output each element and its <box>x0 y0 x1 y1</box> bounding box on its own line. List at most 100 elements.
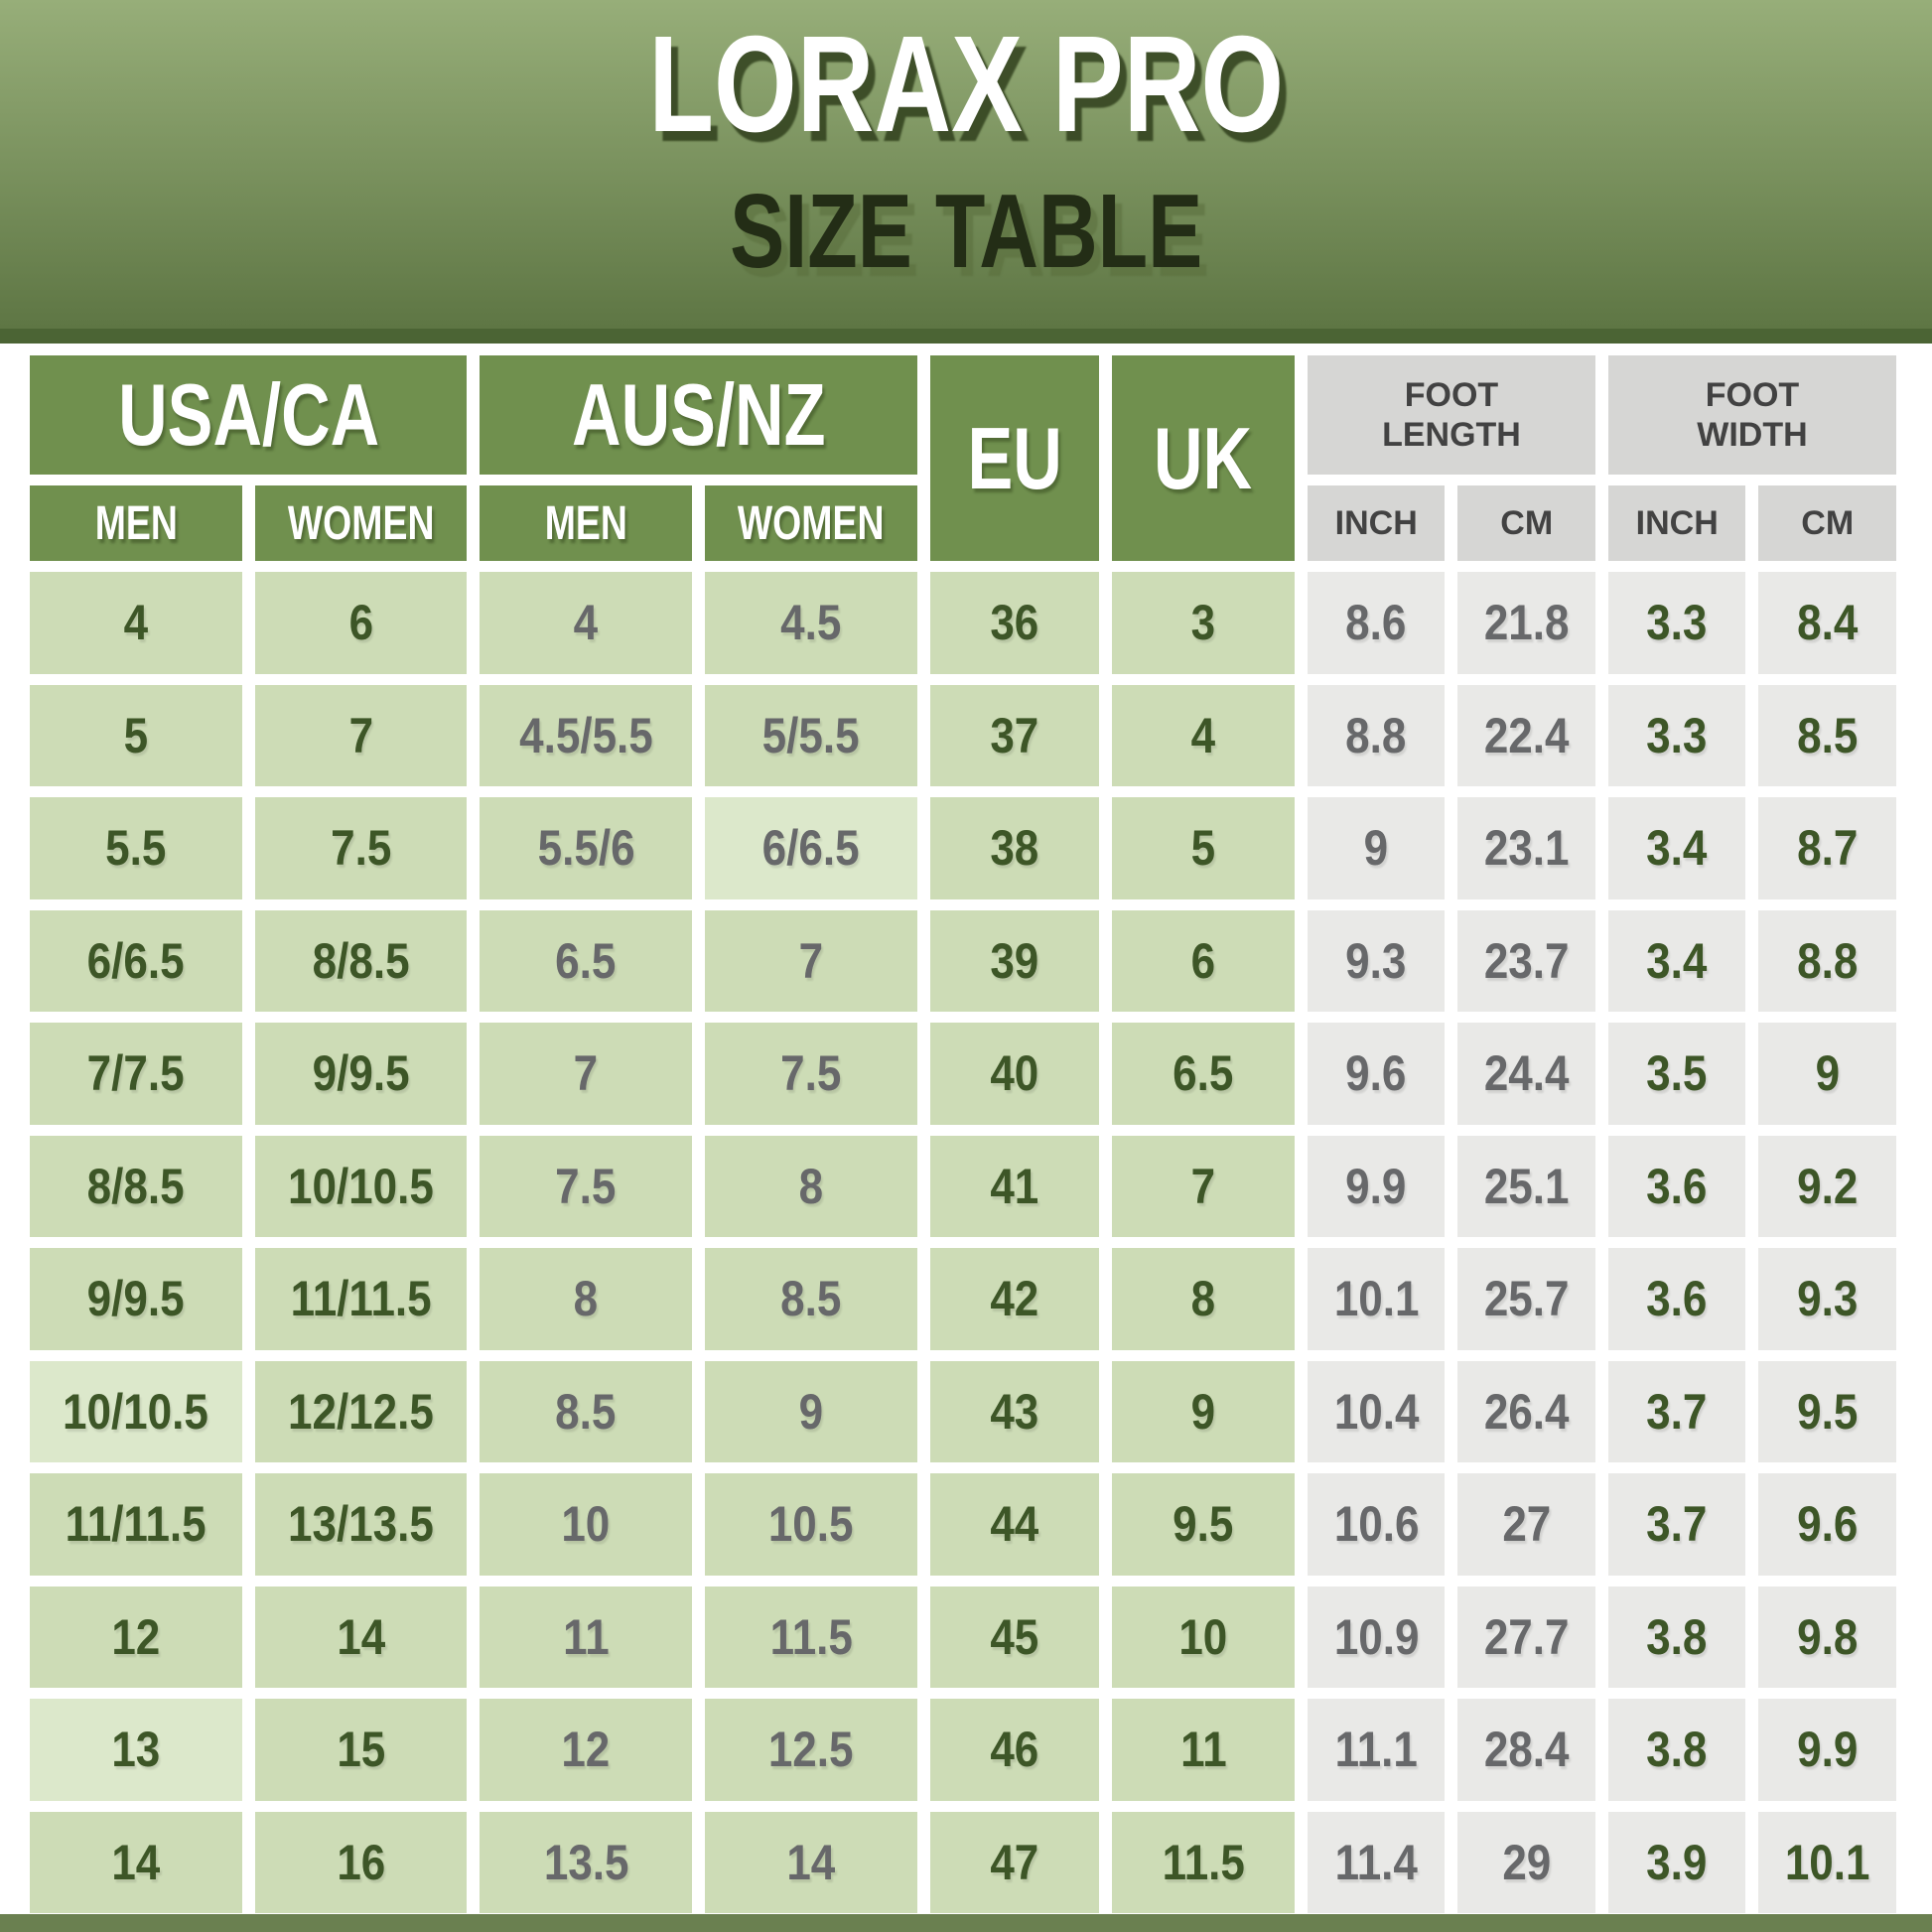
subheader-usa-men-label: MEN <box>94 496 178 550</box>
size-value: 6.5 <box>1173 1045 1234 1102</box>
size-cell-r11-c9: 3.8 <box>1607 1699 1746 1801</box>
size-cell-r2-c1: 5 <box>30 684 242 786</box>
size-value: 7/7.5 <box>86 1045 185 1102</box>
size-cell-r1-c9: 3.3 <box>1607 572 1746 674</box>
size-cell-r4-c6: 6 <box>1111 909 1295 1012</box>
subheader-length-cm: CM <box>1457 485 1595 561</box>
size-cell-r9-c9: 3.7 <box>1607 1473 1746 1576</box>
size-cell-r8-c7: 10.4 <box>1307 1360 1446 1462</box>
size-cell-r2-c8: 22.4 <box>1457 684 1595 786</box>
subheader-usa-women: WOMEN <box>254 485 468 561</box>
size-value: 27.7 <box>1483 1608 1570 1665</box>
size-value: 13.5 <box>543 1834 629 1890</box>
size-value: 3.7 <box>1646 1383 1708 1440</box>
subheader-length-inch-label: INCH <box>1334 503 1418 542</box>
size-value: 7 <box>348 707 373 763</box>
size-value: 8.5 <box>1797 707 1859 763</box>
size-cell-r4-c1: 6/6.5 <box>30 909 242 1012</box>
size-value: 3.4 <box>1646 932 1708 989</box>
size-value: 9.5 <box>1797 1383 1859 1440</box>
size-value: 12 <box>111 1608 161 1665</box>
size-cell-r2-c10: 8.5 <box>1758 684 1896 786</box>
size-value: 37 <box>990 707 1039 763</box>
size-cell-r1-c7: 8.6 <box>1307 572 1446 674</box>
subheader-width-cm: CM <box>1758 485 1896 561</box>
size-value: 9.9 <box>1797 1722 1859 1778</box>
size-cell-r10-c1: 12 <box>30 1586 242 1688</box>
size-value: 3.6 <box>1646 1271 1708 1327</box>
size-cell-r8-c8: 26.4 <box>1457 1360 1595 1462</box>
size-value: 12 <box>561 1722 611 1778</box>
size-value: 25.1 <box>1483 1158 1570 1214</box>
size-value: 44 <box>990 1496 1039 1553</box>
size-cell-r10-c3: 11 <box>480 1586 693 1688</box>
size-value: 11 <box>562 1608 610 1665</box>
size-value: 10/10.5 <box>288 1158 434 1214</box>
size-cell-r9-c8: 27 <box>1457 1473 1595 1576</box>
size-value: 23.7 <box>1483 932 1570 989</box>
size-value: 9.9 <box>1345 1158 1407 1214</box>
size-cell-r11-c3: 12 <box>480 1699 693 1801</box>
size-cell-r9-c6: 9.5 <box>1111 1473 1295 1576</box>
size-value: 10.1 <box>1333 1271 1420 1327</box>
size-value: 9.3 <box>1345 932 1407 989</box>
size-cell-r9-c4: 10.5 <box>705 1473 917 1576</box>
size-value: 3.7 <box>1646 1496 1708 1553</box>
size-cell-r7-c8: 25.7 <box>1457 1248 1595 1350</box>
size-cell-r3-c5: 38 <box>929 797 1099 899</box>
size-cell-r7-c7: 10.1 <box>1307 1248 1446 1350</box>
size-cell-r11-c4: 12.5 <box>705 1699 917 1801</box>
size-cell-r9-c5: 44 <box>929 1473 1099 1576</box>
size-value: 5.5 <box>105 820 167 877</box>
size-value: 3.9 <box>1646 1834 1708 1890</box>
size-value: 10.4 <box>1333 1383 1420 1440</box>
size-cell-r10-c7: 10.9 <box>1307 1586 1446 1688</box>
size-cell-r3-c1: 5.5 <box>30 797 242 899</box>
subheader-width-inch-label: INCH <box>1635 503 1719 542</box>
size-cell-r3-c3: 5.5/6 <box>480 797 693 899</box>
size-cell-r1-c3: 4 <box>480 572 693 674</box>
column-header-usa-ca: USA/CA <box>30 355 468 475</box>
size-cell-r6-c3: 7.5 <box>480 1135 693 1237</box>
size-table: USA/CA AUS/NZ EU UK FOOT LENGTH FOOT WID… <box>30 355 1896 1913</box>
size-cell-r2-c5: 37 <box>929 684 1099 786</box>
page-subtitle: SIZE TABLE <box>663 179 1269 284</box>
size-value: 26.4 <box>1483 1383 1570 1440</box>
size-cell-r9-c3: 10 <box>480 1473 693 1576</box>
column-header-foot-length-label: FOOT LENGTH <box>1382 375 1521 454</box>
size-value: 12/12.5 <box>288 1383 434 1440</box>
size-value: 10.9 <box>1333 1608 1420 1665</box>
column-header-eu-label: EU <box>967 408 1062 507</box>
size-value: 5 <box>123 707 149 763</box>
subheader-length-inch: INCH <box>1307 485 1446 561</box>
size-value: 23.1 <box>1483 820 1570 877</box>
size-cell-r6-c9: 3.6 <box>1607 1135 1746 1237</box>
size-value: 9 <box>1815 1045 1840 1102</box>
footer-bar <box>0 1914 1932 1932</box>
size-value: 11.1 <box>1334 1722 1418 1778</box>
size-cell-r6-c6: 7 <box>1111 1135 1295 1237</box>
size-value: 9 <box>798 1383 824 1440</box>
size-cell-r4-c10: 8.8 <box>1758 909 1896 1012</box>
size-cell-r11-c7: 11.1 <box>1307 1699 1446 1801</box>
size-value: 6/6.5 <box>761 820 860 877</box>
size-value: 12.5 <box>768 1722 854 1778</box>
size-value: 7 <box>798 932 824 989</box>
size-value: 39 <box>990 932 1039 989</box>
size-cell-r11-c1: 13 <box>30 1699 242 1801</box>
size-cell-r10-c4: 11.5 <box>705 1586 917 1688</box>
size-value: 15 <box>337 1722 386 1778</box>
size-value: 47 <box>990 1834 1039 1890</box>
size-cell-r12-c4: 14 <box>705 1811 917 1913</box>
size-value: 40 <box>990 1045 1039 1102</box>
size-cell-r12-c10: 10.1 <box>1758 1811 1896 1913</box>
size-value: 6 <box>348 595 373 651</box>
size-cell-r3-c6: 5 <box>1111 797 1295 899</box>
size-cell-r6-c1: 8/8.5 <box>30 1135 242 1237</box>
size-value: 3.8 <box>1646 1608 1708 1665</box>
size-value: 42 <box>990 1271 1039 1327</box>
size-value: 28.4 <box>1483 1722 1570 1778</box>
size-cell-r12-c2: 16 <box>254 1811 468 1913</box>
size-value: 4.5/5.5 <box>518 707 653 763</box>
subheader-usa-men: MEN <box>30 485 242 561</box>
